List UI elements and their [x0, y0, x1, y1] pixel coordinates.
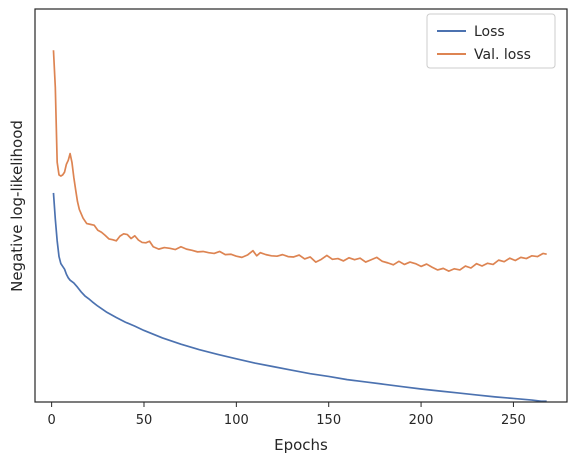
axes-frame — [34, 8, 568, 403]
x-tick-label: 50 — [136, 413, 153, 428]
x-axis-label: Epochs — [274, 436, 328, 454]
y-axis-label: Negative log-likelihood — [8, 120, 26, 292]
legend-label-loss: Loss — [474, 24, 505, 40]
axes — [34, 8, 568, 403]
x-tick-label: 0 — [47, 413, 55, 428]
plot-area — [52, 50, 547, 403]
x-tick-label: 100 — [224, 413, 249, 428]
x-axis-ticks: 0 50 100 150 200 250 — [47, 402, 526, 428]
x-tick-label: 200 — [409, 413, 434, 428]
legend-label-val-loss: Val. loss — [474, 47, 531, 63]
x-tick-label: 150 — [316, 413, 341, 428]
legend: Loss Val. loss — [426, 13, 556, 69]
x-tick-label: 250 — [501, 413, 526, 428]
series-line-loss — [52, 192, 547, 403]
series-line-val-loss — [52, 50, 547, 272]
